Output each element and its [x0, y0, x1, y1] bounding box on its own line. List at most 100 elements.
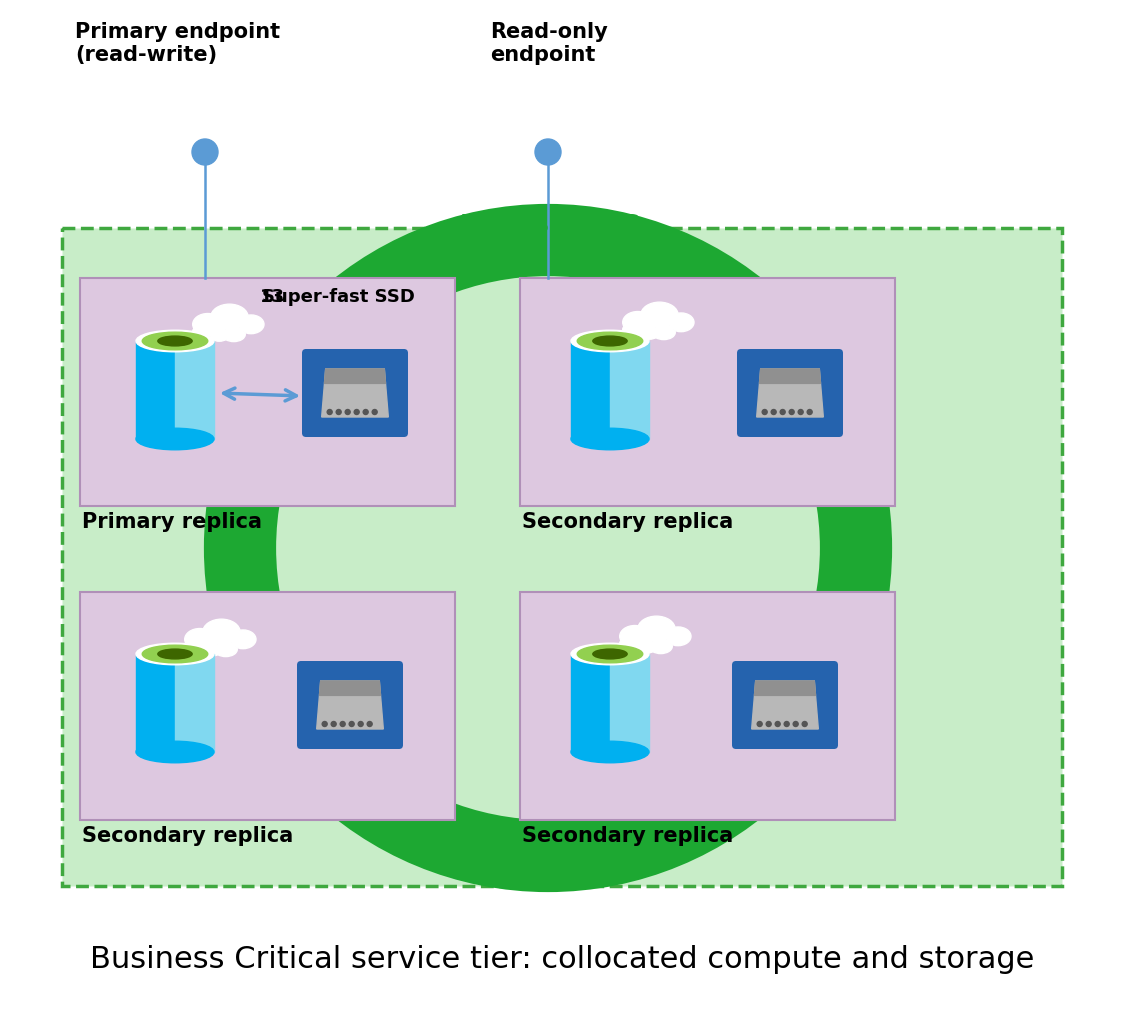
Circle shape — [192, 139, 218, 165]
Ellipse shape — [184, 641, 200, 652]
Circle shape — [323, 722, 327, 727]
Ellipse shape — [641, 302, 678, 328]
Circle shape — [789, 409, 795, 415]
Text: Read-only
endpoint: Read-only endpoint — [490, 22, 608, 65]
Ellipse shape — [592, 649, 627, 659]
Polygon shape — [756, 369, 823, 417]
Ellipse shape — [215, 642, 237, 657]
Polygon shape — [610, 653, 649, 752]
Text: Primary endpoint
(read-write): Primary endpoint (read-write) — [75, 22, 280, 65]
Ellipse shape — [592, 336, 627, 346]
Ellipse shape — [637, 616, 676, 642]
Ellipse shape — [209, 328, 229, 341]
Circle shape — [341, 722, 345, 727]
Circle shape — [359, 722, 363, 727]
Circle shape — [327, 409, 333, 415]
Circle shape — [758, 722, 762, 727]
FancyBboxPatch shape — [80, 592, 455, 820]
Ellipse shape — [157, 649, 192, 659]
Circle shape — [354, 409, 360, 415]
Ellipse shape — [578, 645, 643, 663]
Polygon shape — [754, 681, 816, 696]
Polygon shape — [610, 341, 649, 439]
Ellipse shape — [650, 639, 672, 653]
Polygon shape — [175, 341, 214, 439]
Ellipse shape — [210, 304, 248, 330]
Ellipse shape — [578, 332, 643, 349]
Circle shape — [798, 409, 804, 415]
Circle shape — [771, 409, 777, 415]
Ellipse shape — [230, 630, 256, 648]
FancyBboxPatch shape — [80, 278, 455, 506]
FancyBboxPatch shape — [297, 661, 404, 749]
Circle shape — [794, 722, 798, 727]
Polygon shape — [571, 341, 610, 439]
Polygon shape — [319, 681, 381, 696]
Ellipse shape — [143, 645, 208, 663]
Text: Business Critical service tier: collocated compute and storage: Business Critical service tier: collocat… — [90, 945, 1034, 974]
FancyBboxPatch shape — [732, 661, 839, 749]
Ellipse shape — [571, 428, 649, 450]
Ellipse shape — [184, 629, 215, 650]
Ellipse shape — [619, 638, 635, 649]
Circle shape — [332, 722, 336, 727]
Ellipse shape — [136, 741, 214, 763]
Circle shape — [372, 409, 378, 415]
FancyBboxPatch shape — [302, 349, 408, 437]
Circle shape — [807, 409, 813, 415]
Ellipse shape — [652, 326, 676, 339]
Text: Primary replica: Primary replica — [82, 512, 262, 533]
Polygon shape — [317, 681, 383, 729]
Circle shape — [803, 722, 807, 727]
Polygon shape — [321, 369, 388, 417]
Ellipse shape — [136, 428, 214, 450]
Polygon shape — [136, 341, 175, 439]
Ellipse shape — [201, 642, 221, 657]
Ellipse shape — [619, 626, 650, 647]
Polygon shape — [571, 653, 610, 752]
Circle shape — [785, 722, 789, 727]
Polygon shape — [175, 653, 214, 752]
Ellipse shape — [636, 640, 656, 653]
Text: Secondary replica: Secondary replica — [82, 826, 293, 846]
Text: Always On AG: Always On AG — [456, 213, 640, 237]
Polygon shape — [760, 369, 821, 384]
Text: Super-fast SSD: Super-fast SSD — [262, 288, 415, 306]
Text: Secondary replica: Secondary replica — [522, 826, 733, 846]
Ellipse shape — [623, 311, 653, 333]
Circle shape — [535, 139, 561, 165]
Ellipse shape — [571, 643, 649, 665]
Circle shape — [336, 409, 342, 415]
Circle shape — [345, 409, 351, 415]
FancyBboxPatch shape — [62, 229, 1062, 886]
Ellipse shape — [668, 313, 694, 332]
Polygon shape — [752, 681, 818, 729]
Circle shape — [368, 722, 372, 727]
Ellipse shape — [640, 326, 660, 339]
Ellipse shape — [192, 326, 209, 337]
Polygon shape — [136, 653, 175, 752]
Circle shape — [350, 722, 354, 727]
FancyBboxPatch shape — [520, 592, 895, 820]
Ellipse shape — [571, 741, 649, 763]
Ellipse shape — [223, 327, 245, 341]
Ellipse shape — [143, 332, 208, 349]
Text: Secondary replica: Secondary replica — [522, 512, 733, 533]
Circle shape — [780, 409, 786, 415]
Ellipse shape — [136, 643, 214, 665]
Text: 13: 13 — [260, 288, 285, 306]
Ellipse shape — [136, 330, 214, 352]
Polygon shape — [325, 369, 386, 384]
Circle shape — [776, 722, 780, 727]
Ellipse shape — [665, 627, 691, 645]
Ellipse shape — [571, 330, 649, 352]
FancyBboxPatch shape — [737, 349, 843, 437]
Ellipse shape — [192, 313, 223, 335]
Ellipse shape — [157, 336, 192, 346]
Circle shape — [767, 722, 771, 727]
Ellipse shape — [238, 315, 264, 334]
FancyBboxPatch shape — [520, 278, 895, 506]
Circle shape — [762, 409, 768, 415]
Ellipse shape — [623, 324, 638, 335]
Ellipse shape — [202, 619, 241, 645]
